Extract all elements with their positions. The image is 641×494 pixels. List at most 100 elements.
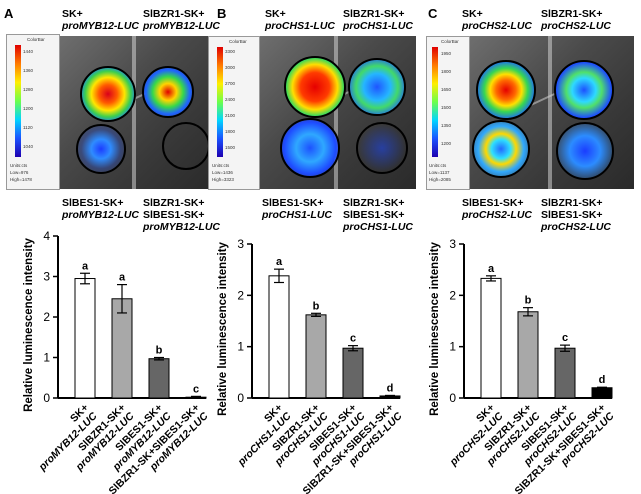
infiltration-spot [554,60,614,120]
leaf-image-c [468,36,634,189]
y-tick-label: 2 [43,310,50,324]
bar [268,275,290,399]
label-b-bottom-left: SlBES1-SK+ proCHS1-LUC [262,197,332,221]
leaf-image-a [58,36,213,189]
infiltration-spot [556,122,614,180]
infiltration-spot [284,56,346,118]
colorbar-tick: 1500 [441,105,452,110]
significance-letter: a [119,272,126,284]
label-a-bottom-right: SlBZR1-SK+ SlBES1-SK+ proMYB12-LUC [143,197,221,233]
colorbar-high: High=3323 [212,177,234,182]
bar [148,358,170,399]
colorbar-tick: 1800 [441,69,452,74]
significance-letter: a [488,263,495,275]
infiltration-spot [142,66,194,118]
colorbar-tick: 2700 [225,81,236,86]
infiltration-spot [472,120,530,178]
y-tick-label: 2 [449,288,456,302]
colorbar-tick: 1440 [23,49,34,54]
y-tick-label: 3 [237,237,244,251]
y-tick-label: 3 [449,237,456,251]
colorbar-tick: 2100 [225,113,236,118]
bar [111,298,133,399]
infiltration-spot [280,118,340,178]
infiltration-spot [348,58,406,116]
infiltration-spot [162,122,210,170]
bar [342,347,364,399]
label-c-bottom-left: SlBES1-SK+ proCHS2-LUC [462,197,532,221]
colorbar-tick: 1280 [23,87,34,92]
significance-letter: c [350,333,356,345]
significance-letter: c [193,383,199,395]
colorbar-gradient [432,47,438,157]
significance-letter: a [82,260,89,272]
label-b-top-left: SK+ proCHS1-LUC [265,8,335,32]
y-tick-label: 3 [43,270,50,284]
panel-letter-a: A [4,6,14,21]
y-tick-label: 0 [237,391,244,405]
significance-letter: c [562,332,568,344]
label-b-top-right: SlBZR1-SK+ proCHS1-LUC [343,8,413,32]
significance-letter: b [525,295,532,307]
bar [480,277,502,399]
colorbar-tick: 1500 [225,145,236,150]
colorbar-b: ColorBar 3300 3000 2700 2400 2100 1800 1… [208,36,260,190]
colorbar-tick: 3000 [225,65,236,70]
colorbar-gradient [217,47,223,157]
colorbar-unit: Units:cts [429,163,447,168]
leaf-image-b [258,36,416,189]
y-tick-label: 0 [449,391,456,405]
significance-letter: a [276,256,283,268]
colorbar-tick: 1350 [441,123,452,128]
colorbar-title: ColorBar [27,37,45,42]
y-tick-label: 2 [237,288,244,302]
colorbar-low: Low=1137 [429,170,450,175]
significance-letter: b [156,345,163,357]
bar [305,314,327,399]
y-tick-label: 1 [449,340,456,354]
infiltration-spot [476,60,536,120]
colorbar-a: ColorBar 1440 1360 1280 1200 1120 1040 U… [6,34,60,190]
y-axis-label: Relative luminescence intensity [23,237,35,411]
label-b-bottom-right: SlBZR1-SK+ SlBES1-SK+ proCHS1-LUC [343,197,413,233]
colorbar-tick: 3300 [225,49,236,54]
label-c-bottom-right: SlBZR1-SK+ SlBES1-SK+ proCHS2-LUC [541,197,611,233]
colorbar-tick: 1200 [23,106,34,111]
colorbar-unit: Units:cts [212,163,230,168]
colorbar-title: ColorBar [229,39,247,44]
colorbar-low: Low=1436 [212,170,233,175]
colorbar-tick: 1800 [225,129,236,134]
label-c-top-left: SK+ proCHS2-LUC [462,8,532,32]
label-c-top-right: SlBZR1-SK+ proCHS2-LUC [541,8,611,32]
significance-letter: d [599,374,606,386]
label-a-bottom-left: SlBES1-SK+ proMYB12-LUC [62,197,140,221]
colorbar-tick: 2400 [225,97,236,102]
y-axis-label: Relative luminescence intensity [217,241,229,415]
infiltration-spot [76,124,126,174]
y-tick-label: 1 [43,351,50,365]
colorbar-tick: 1120 [23,125,33,130]
colorbar-tick: 1200 [441,141,452,146]
colorbar-tick: 1650 [441,87,452,92]
colorbar-high: High=1478 [10,177,32,182]
bar [554,347,576,399]
colorbar-gradient [15,45,21,157]
colorbar-tick: 1360 [23,68,34,73]
colorbar-unit: Units:cts [10,163,28,168]
colorbar-low: Low=976 [10,170,29,175]
colorbar-tick: 1040 [23,144,34,149]
significance-letter: b [313,300,320,312]
y-axis-label: Relative luminescence intensity [429,241,441,415]
bar [74,278,96,399]
y-tick-label: 1 [237,340,244,354]
infiltration-spot [80,66,136,122]
colorbar-title: ColorBar [441,39,459,44]
colorbar-c: ColorBar 1950 1800 1650 1500 1350 1200 U… [426,36,470,190]
label-a-top-left: SK+ proMYB12-LUC [62,8,140,32]
panel-letter-c: C [428,6,438,21]
significance-letter: d [387,382,394,394]
bar [517,311,539,399]
